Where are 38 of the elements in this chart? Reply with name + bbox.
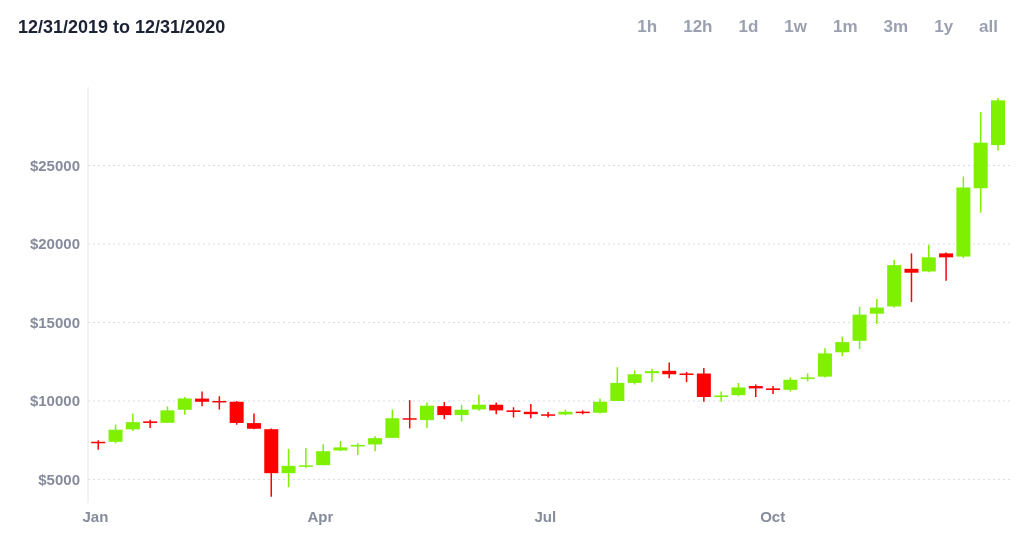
y-tick-label: $15000	[29, 313, 80, 331]
candlestick	[939, 251, 954, 282]
y-tick-label: $5000	[38, 470, 80, 488]
candlestick	[766, 385, 781, 395]
y-tick-label: $10000	[29, 392, 80, 410]
candlestick	[869, 298, 884, 325]
candlestick	[281, 448, 296, 489]
candlestick	[385, 408, 400, 439]
chart-title: 12/31/2019 to 12/31/2020	[18, 17, 226, 38]
text: 1y	[934, 17, 954, 37]
x-tick-label: Oct	[760, 507, 786, 525]
candlestick	[402, 399, 417, 430]
candlestick	[835, 335, 850, 357]
text: 1m	[833, 17, 858, 37]
candlestick	[921, 244, 936, 273]
candlestick	[696, 367, 711, 403]
candlestick	[610, 366, 625, 402]
text: 1d	[738, 17, 759, 37]
text: 1w	[784, 17, 808, 37]
x-tick-label: Jul	[534, 507, 557, 525]
candlestick	[195, 390, 210, 407]
text: all	[979, 17, 998, 37]
candlestick	[298, 447, 313, 469]
text: 1h	[637, 17, 658, 37]
text: 3m	[883, 17, 909, 37]
text: 12h	[683, 17, 713, 37]
candlestick	[143, 419, 158, 429]
candlestick	[229, 400, 244, 426]
x-tick-label: Jan	[82, 507, 109, 525]
candlestick	[904, 252, 919, 303]
candlestick	[108, 423, 123, 445]
candlestick	[817, 347, 832, 379]
x-tick-label: Apr	[307, 507, 334, 525]
y-tick-label: $20000	[29, 235, 80, 253]
candlestick	[644, 368, 659, 383]
y-tick-label: $25000	[29, 156, 80, 174]
candlestick	[714, 390, 729, 403]
candlestick	[419, 401, 434, 429]
